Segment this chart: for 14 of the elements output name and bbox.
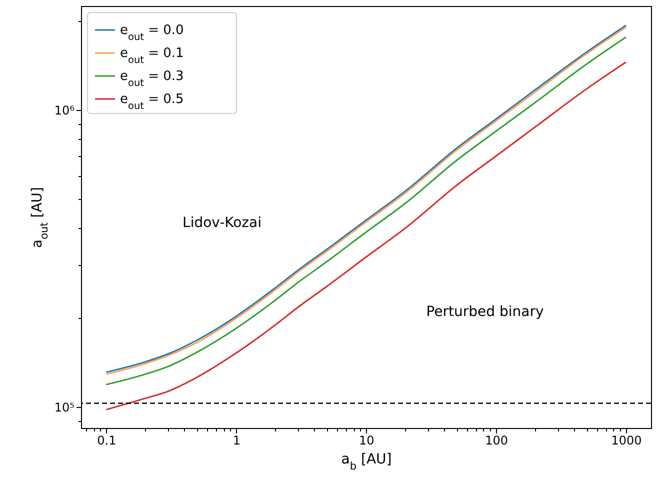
x-tick-label: 100	[485, 434, 508, 448]
x-axis-title: a$_{b}$ [AU]	[341, 452, 392, 472]
y-tick-label: 10⁶	[54, 104, 75, 118]
x-tick-label: 0.1	[97, 434, 116, 448]
legend-label: e$_{out}$ = 0.3	[120, 69, 184, 88]
annotation: Lidov-Kozai	[182, 215, 262, 231]
x-tick-label: 1000	[611, 434, 642, 448]
annotation: Perturbed binary	[426, 304, 544, 320]
x-tick-label: 10	[358, 434, 374, 448]
legend-label: e$_{out}$ = 0.5	[120, 92, 184, 112]
x-tick-label: 1	[232, 434, 240, 448]
legend-label: e$_{out}$ = 0.0	[120, 23, 184, 42]
y-tick-label: 10⁵	[54, 400, 75, 415]
legend-label: e$_{out}$ = 0.1	[120, 46, 184, 66]
